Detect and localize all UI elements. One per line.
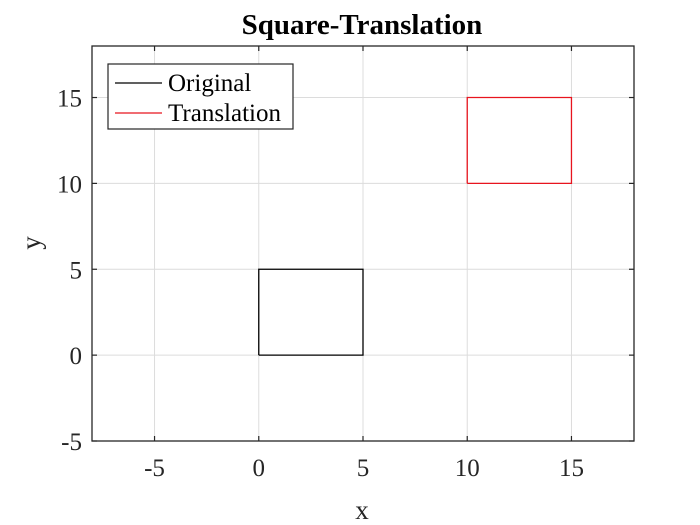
y-tick-label: 0 (70, 343, 83, 370)
legend-label-translation: Translation (168, 100, 281, 127)
legend: Original Translation (107, 63, 294, 130)
y-tick-label: 15 (57, 86, 82, 113)
x-axis-label: x (355, 495, 369, 525)
tick-labels: -5 0 5 10 15 -5 0 5 10 15 (57, 86, 584, 482)
chart-title: Square-Translation (242, 9, 483, 41)
series-translation-line (466, 96, 573, 185)
legend-label-original: Original (168, 70, 251, 97)
x-tick-label: 5 (357, 455, 370, 482)
x-tick-label: -5 (144, 455, 165, 482)
y-tick-label: -5 (61, 429, 82, 456)
legend-box (107, 63, 294, 130)
x-tick-label: 10 (455, 455, 480, 482)
y-axis-label: y (16, 236, 46, 250)
series-original-line (258, 268, 364, 356)
y-tick-label: 5 (70, 257, 83, 284)
x-tick-label: 15 (559, 455, 584, 482)
y-tick-label: 10 (57, 171, 82, 198)
tick-marks (92, 46, 634, 442)
series-layer (258, 96, 573, 356)
x-tick-label: 0 (253, 455, 266, 482)
